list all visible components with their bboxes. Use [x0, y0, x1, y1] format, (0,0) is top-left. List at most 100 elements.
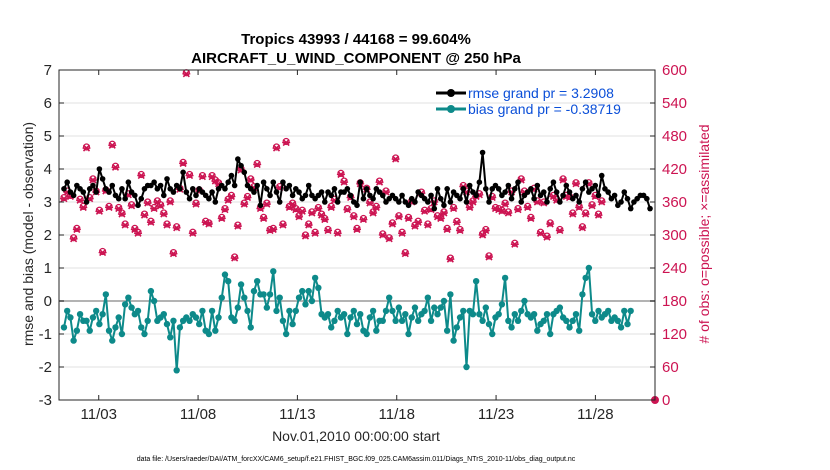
bias-point: [99, 311, 106, 318]
bias-point: [386, 294, 393, 301]
rmse-point: [573, 192, 579, 199]
bias-point: [521, 297, 528, 305]
obs-possible-marker: [127, 201, 136, 209]
obs-assimilated-marker: [69, 235, 78, 243]
obs-assimilated-marker: [449, 205, 458, 213]
rmse-point: [305, 182, 312, 189]
obs-possible-marker: [450, 203, 458, 212]
obs-assimilated-marker: [108, 141, 117, 149]
obs-assimilated-marker: [443, 225, 452, 234]
obs-assimilated-marker: [156, 202, 165, 210]
bias-point: [392, 317, 399, 324]
obs-possible-marker: [260, 213, 268, 221]
bias-point: [434, 311, 441, 318]
rmse-point: [473, 192, 479, 199]
obs-possible-marker: [79, 202, 87, 210]
obs-possible-marker: [82, 143, 91, 151]
obs-possible-marker: [543, 232, 551, 240]
rmse-point: [212, 199, 219, 205]
obs-possible-marker: [327, 202, 335, 210]
bias-point: [402, 311, 409, 318]
obs-assimilated-marker: [465, 203, 474, 212]
rmse-point: [289, 192, 296, 199]
bias-point: [405, 330, 412, 338]
obs-assimilated-marker: [324, 227, 333, 235]
obs-assimilated-marker: [555, 227, 564, 235]
bias-point: [263, 304, 271, 311]
bias-point: [447, 291, 454, 298]
bias-point: [141, 330, 148, 338]
obs-possible-marker: [556, 225, 564, 234]
legend-rmse-label: rmse grand pr = 3.2908: [468, 85, 614, 101]
rmse-point: [318, 189, 325, 195]
y-right-tick-label: 300: [662, 227, 687, 244]
rmse-point: [531, 195, 537, 202]
rmse-point: [431, 205, 438, 212]
obs-possible-marker: [243, 192, 252, 201]
bias-point: [476, 311, 483, 318]
bias-point: [196, 320, 203, 328]
bias-point: [414, 317, 422, 324]
obs-assimilated-marker: [369, 209, 378, 217]
obs-assimilated-marker: [314, 205, 323, 213]
obs-assimilated-marker: [333, 229, 342, 237]
obs-possible-marker: [76, 195, 84, 203]
y-tick-label: 3: [44, 194, 52, 211]
obs-possible-marker: [234, 221, 242, 229]
y-tick-label: 2: [44, 227, 52, 244]
x-tick-label: 11/03: [81, 406, 117, 423]
rmse-point: [276, 199, 283, 205]
rmse-point: [618, 199, 624, 205]
bias-point: [479, 317, 486, 324]
rmse-point: [151, 179, 157, 185]
bias-point: [495, 311, 502, 318]
bias-point: [83, 317, 90, 324]
bias-point: [485, 320, 493, 328]
obs-assimilated-marker: [220, 206, 229, 214]
bias-point: [373, 327, 380, 334]
obs-assimilated-marker: [143, 199, 152, 207]
obs-assimilated-marker: [353, 225, 361, 234]
obs-possible-marker: [192, 199, 200, 207]
rmse-point: [486, 199, 492, 205]
obs-assimilated-marker: [439, 209, 448, 217]
rmse-point: [222, 186, 228, 192]
obs-assimilated-marker: [588, 202, 597, 210]
obs-possible-marker: [527, 213, 535, 221]
bias-point: [173, 367, 180, 374]
obs-assimilated-marker: [497, 207, 506, 215]
rmse-point: [476, 179, 483, 185]
y-tick-label: 5: [44, 128, 52, 145]
rmse-point: [463, 199, 470, 205]
bias-point: [96, 320, 103, 328]
obs-assimilated-marker: [127, 202, 136, 210]
bias-series: [60, 264, 634, 374]
y-axis-label: rmse and bias (model - observation): [20, 122, 36, 346]
obs-possible-marker: [324, 225, 332, 234]
obs-possible-marker: [105, 202, 113, 210]
obs-possible-marker: [598, 197, 606, 205]
legend-bias-label: bias grand pr = -0.38719: [468, 101, 621, 117]
bias-point: [585, 264, 593, 272]
chart-title: Tropics 43993 / 44168 = 99.604%: [241, 31, 471, 48]
obs-possible-marker: [295, 212, 303, 220]
rmse-point: [576, 199, 582, 205]
bias-point: [543, 311, 551, 318]
bias-point: [109, 337, 116, 344]
obs-assimilated-marker: [217, 214, 226, 223]
legend-rmse-marker: [447, 89, 455, 97]
obs-assimilated-marker: [246, 176, 255, 184]
obs-possible-marker: [536, 228, 545, 236]
rmse-point: [611, 192, 618, 199]
obs-possible-marker: [95, 206, 103, 214]
obs-assimilated-marker: [111, 163, 120, 171]
bias-point: [421, 307, 428, 315]
obs-possible-marker: [456, 225, 464, 234]
rmse-point: [592, 182, 599, 189]
x-tick-label: 11/28: [577, 406, 613, 423]
bias-point: [347, 314, 354, 321]
grid-lines: [59, 69, 655, 401]
bias-point: [363, 330, 370, 338]
bias-point: [472, 278, 480, 285]
obs-possible-marker: [169, 249, 178, 257]
